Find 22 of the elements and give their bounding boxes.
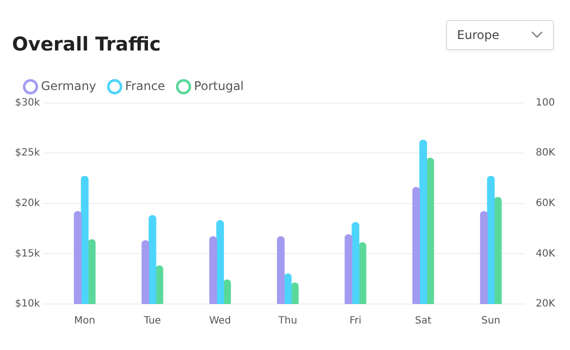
x-tick-label: Thu [277, 316, 298, 327]
y2-tick-label: 40K [536, 248, 556, 260]
y-tick-label: $30k [14, 97, 40, 108]
x-tick-label: Wed [209, 316, 232, 327]
chart-title: Overall Traffic [12, 33, 161, 56]
x-tick-label: Sat [414, 316, 432, 327]
x-tick-label: Mon [74, 316, 96, 327]
x-tick-label: Fri [350, 316, 362, 327]
y2-tick-label: 20K [536, 298, 556, 310]
legend-label: Germany [41, 78, 96, 93]
y-tick-label: $10k [14, 298, 40, 310]
y2-tick-label: 100 [536, 97, 555, 108]
x-tick-label: Sun [481, 316, 500, 327]
legend-label: Portugal [194, 78, 244, 93]
x-tick-label: Tue [142, 316, 161, 327]
legend-label: France [125, 78, 166, 93]
y-tick-label: $20k [14, 198, 40, 209]
y-tick-label: $15k [14, 248, 40, 260]
y2-tick-label: 60K [536, 198, 556, 209]
y-tick-label: $25k [14, 148, 40, 159]
y2-tick-label: 80K [536, 148, 556, 159]
dropdown-field: Europe [446, 20, 554, 50]
